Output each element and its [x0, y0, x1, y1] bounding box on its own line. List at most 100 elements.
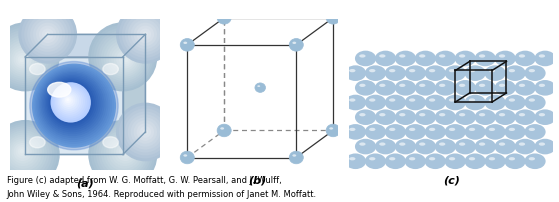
Ellipse shape [103, 137, 119, 148]
Circle shape [355, 81, 376, 96]
Ellipse shape [359, 143, 366, 146]
Circle shape [56, 88, 83, 115]
Circle shape [91, 122, 155, 187]
Circle shape [125, 15, 166, 56]
Ellipse shape [509, 128, 515, 131]
Ellipse shape [449, 99, 455, 102]
Circle shape [62, 94, 75, 108]
Circle shape [116, 103, 175, 162]
Ellipse shape [459, 114, 465, 117]
Circle shape [113, 48, 136, 71]
Ellipse shape [529, 70, 535, 73]
Ellipse shape [499, 114, 505, 117]
Circle shape [444, 154, 466, 169]
Ellipse shape [399, 84, 405, 87]
Text: (a): (a) [77, 177, 94, 187]
Circle shape [444, 95, 466, 111]
Circle shape [524, 124, 546, 140]
Circle shape [485, 154, 506, 169]
Ellipse shape [359, 84, 366, 87]
Ellipse shape [379, 55, 386, 58]
Circle shape [365, 95, 386, 111]
Circle shape [0, 126, 52, 182]
Circle shape [50, 83, 91, 123]
Ellipse shape [183, 42, 187, 45]
Circle shape [1, 36, 47, 82]
Circle shape [495, 110, 516, 125]
Circle shape [395, 51, 416, 67]
Ellipse shape [389, 157, 395, 161]
Ellipse shape [439, 114, 446, 117]
Circle shape [96, 31, 151, 86]
Circle shape [180, 152, 195, 164]
Circle shape [44, 76, 101, 133]
Ellipse shape [489, 128, 495, 131]
Circle shape [504, 154, 525, 169]
Circle shape [48, 80, 95, 127]
Ellipse shape [499, 84, 505, 87]
Circle shape [65, 97, 72, 104]
Circle shape [20, 149, 24, 154]
Circle shape [127, 115, 163, 150]
Circle shape [289, 152, 304, 164]
Circle shape [365, 66, 386, 82]
Circle shape [36, 68, 110, 142]
Circle shape [504, 95, 525, 111]
Circle shape [405, 154, 426, 169]
Circle shape [365, 154, 386, 169]
Ellipse shape [257, 86, 260, 88]
Ellipse shape [419, 114, 425, 117]
Circle shape [108, 137, 141, 169]
Circle shape [365, 124, 386, 140]
Circle shape [495, 81, 516, 96]
Ellipse shape [379, 114, 386, 117]
Circle shape [524, 154, 546, 169]
Circle shape [405, 124, 426, 140]
Ellipse shape [499, 143, 505, 146]
Circle shape [49, 81, 93, 125]
Ellipse shape [359, 114, 366, 117]
Circle shape [136, 124, 154, 141]
Circle shape [524, 66, 546, 82]
Ellipse shape [409, 157, 415, 161]
Ellipse shape [379, 143, 386, 146]
Ellipse shape [429, 99, 435, 102]
Ellipse shape [359, 55, 366, 58]
Circle shape [67, 98, 70, 102]
Circle shape [143, 32, 148, 38]
Ellipse shape [349, 157, 356, 161]
Ellipse shape [449, 157, 455, 161]
Circle shape [5, 41, 42, 78]
Ellipse shape [449, 128, 455, 131]
Ellipse shape [429, 70, 435, 73]
Ellipse shape [519, 84, 525, 87]
Circle shape [514, 110, 536, 125]
Circle shape [355, 110, 376, 125]
Circle shape [405, 66, 426, 82]
Circle shape [18, 6, 77, 64]
Circle shape [98, 129, 149, 179]
Circle shape [63, 96, 73, 106]
Circle shape [395, 139, 416, 155]
Ellipse shape [369, 70, 376, 73]
Ellipse shape [489, 99, 495, 102]
Ellipse shape [329, 16, 333, 18]
Ellipse shape [389, 99, 395, 102]
Circle shape [42, 74, 102, 135]
Circle shape [7, 137, 40, 169]
Circle shape [116, 143, 135, 161]
Circle shape [534, 51, 556, 67]
Ellipse shape [399, 114, 405, 117]
Circle shape [0, 33, 50, 84]
Text: Figure (c) adapted from W. G. Moffatt, G. W. Pearsall, and J. Wulff,: Figure (c) adapted from W. G. Moffatt, G… [7, 175, 284, 184]
Text: (c): (c) [443, 174, 460, 184]
Circle shape [125, 112, 166, 153]
Circle shape [30, 18, 65, 53]
Text: (b): (b) [249, 174, 267, 184]
Circle shape [46, 79, 97, 129]
Circle shape [16, 54, 29, 67]
Circle shape [116, 6, 175, 64]
Circle shape [143, 129, 148, 135]
Circle shape [454, 110, 476, 125]
Ellipse shape [419, 55, 425, 58]
